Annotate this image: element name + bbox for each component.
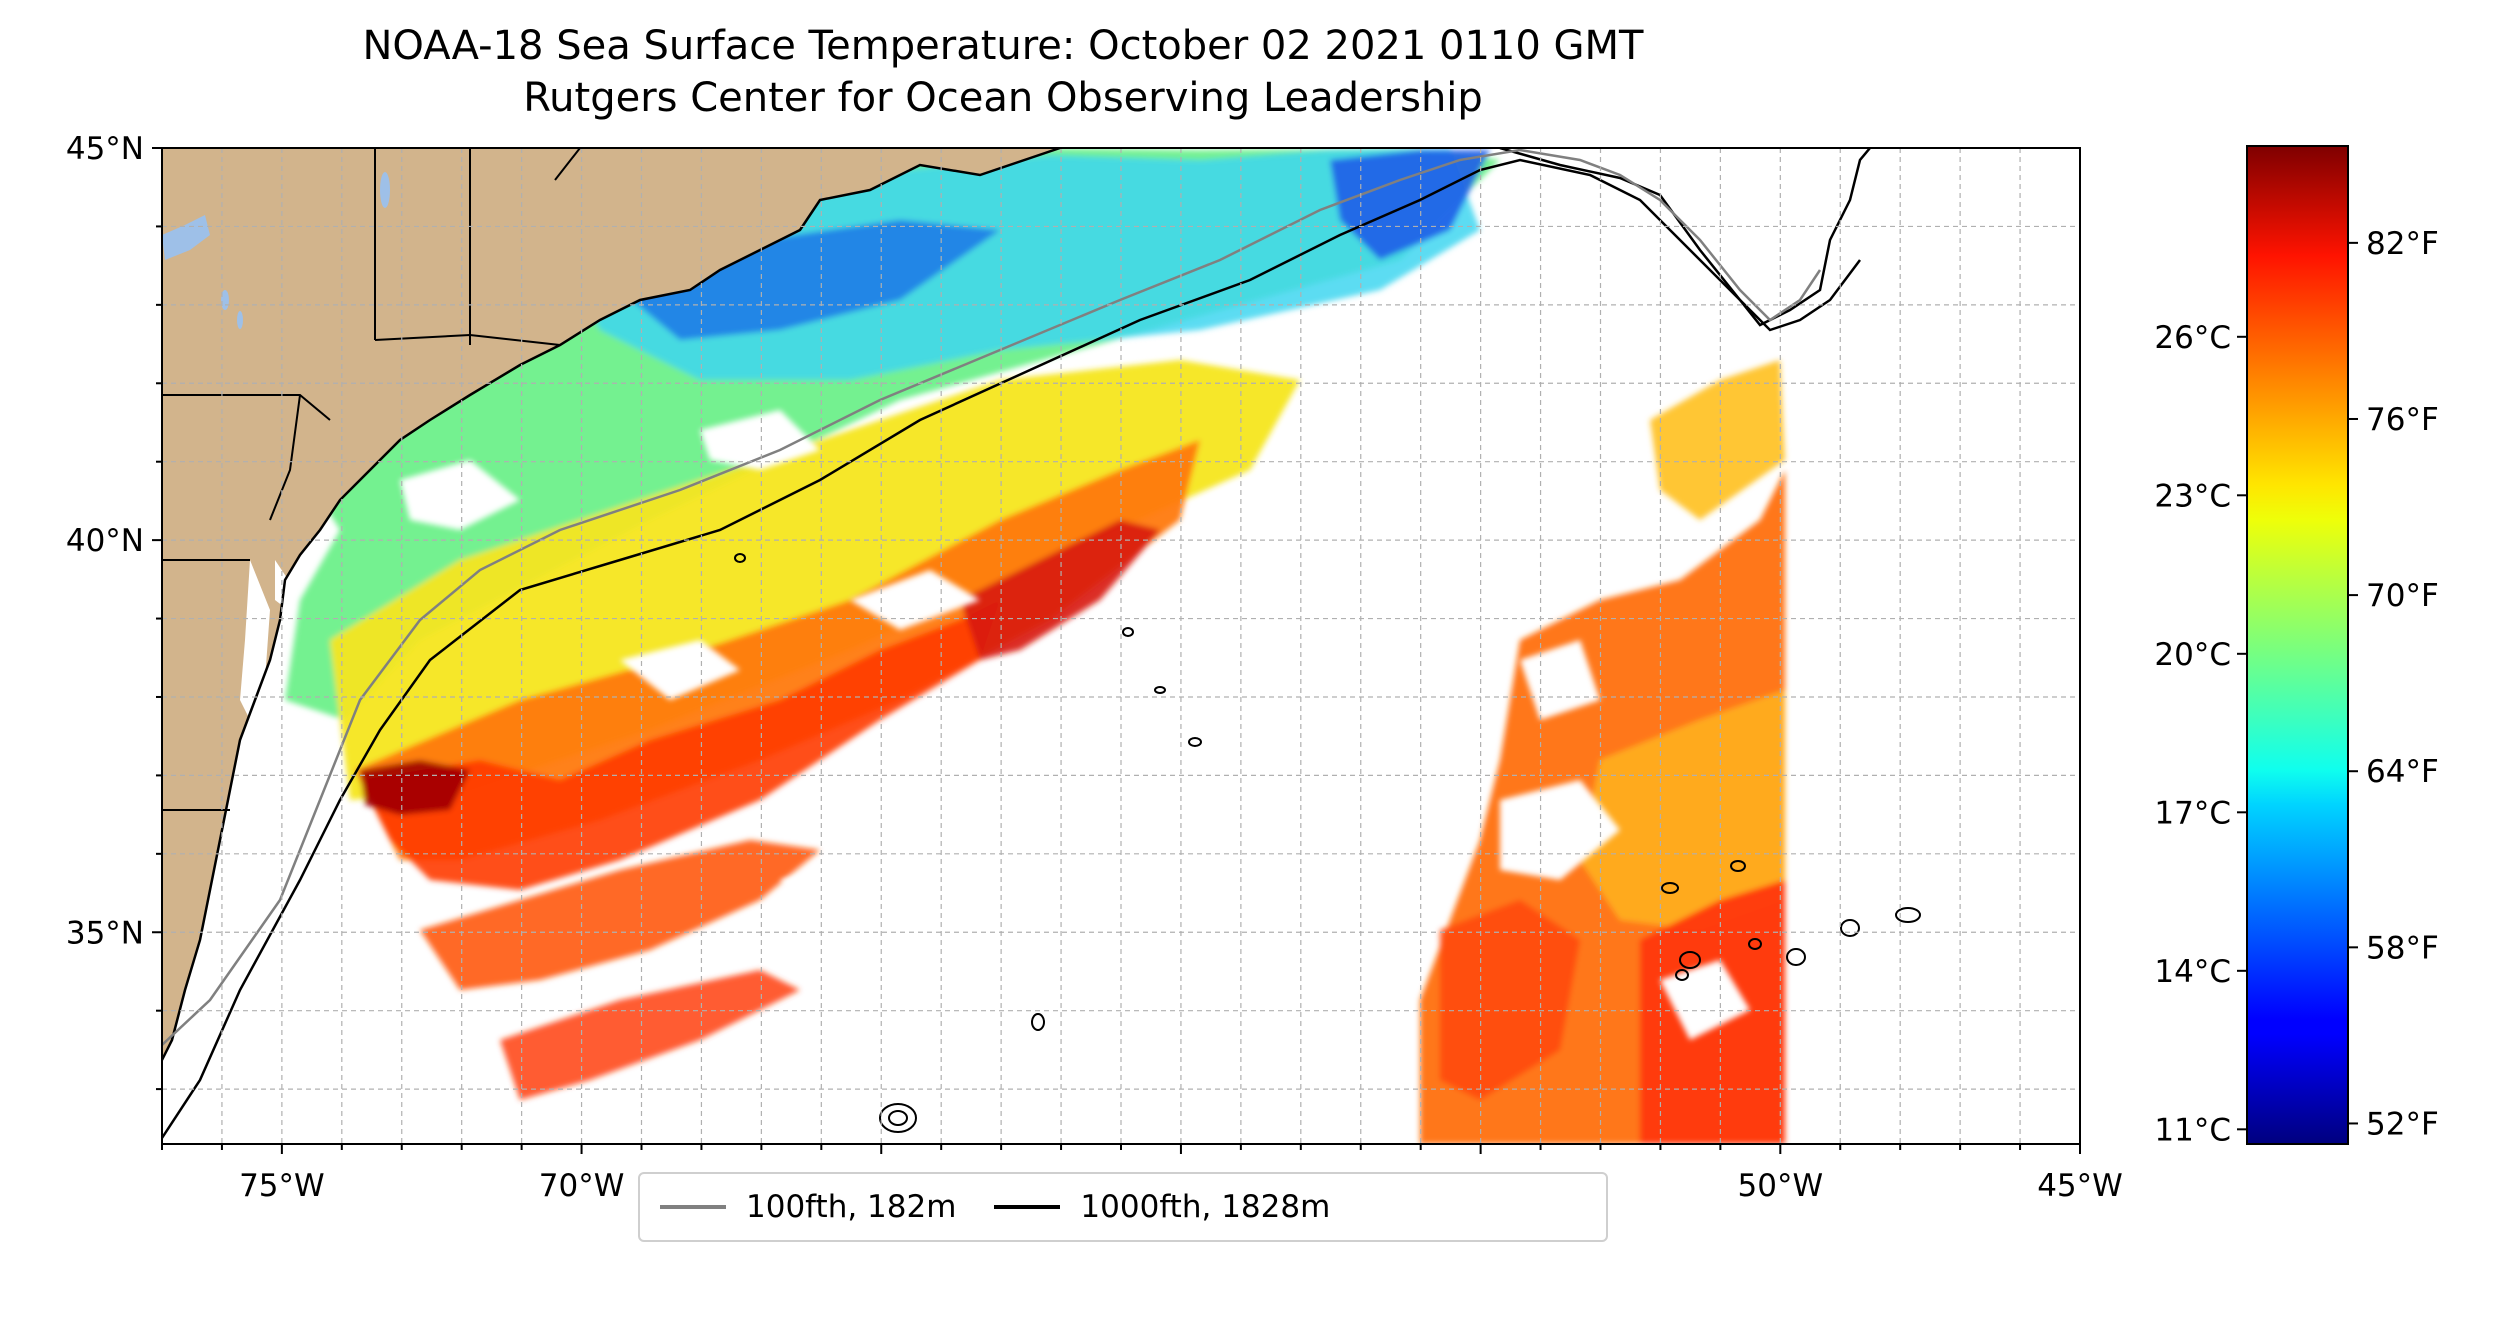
y-tick-label: 45°N [66, 131, 144, 167]
y-tick-label: 35°N [66, 915, 144, 951]
x-tick-label: 50°W [1738, 1168, 1824, 1204]
colorbar-c-label: 26°C [2154, 320, 2231, 356]
legend-label-100fth: 100fth, 182m [746, 1189, 957, 1225]
legend-line-gray [660, 1205, 726, 1209]
colorbar-c-label: 20°C [2154, 637, 2231, 673]
land-mass [162, 148, 1871, 1061]
x-tick-label: 75°W [239, 1168, 325, 1204]
map-plot-area [162, 148, 2080, 1144]
colorbar-f-label: 58°F [2366, 930, 2439, 966]
colorbar-f-label: 52°F [2366, 1106, 2439, 1142]
map-title: NOAA-18 Sea Surface Temperature: October… [0, 20, 2006, 124]
colorbar-c-label: 11°C [2154, 1112, 2231, 1148]
y-axis: 45°N 40°N 35°N [66, 131, 162, 1091]
colorbar-c-label: 14°C [2154, 954, 2231, 990]
legend-line-black [994, 1205, 1061, 1209]
x-tick-label: 45°W [2037, 1168, 2123, 1204]
colorbar-celsius-axis: 26°C 23°C 20°C 17°C 14°C 11°C [2154, 320, 2247, 1148]
seamount-contours [734, 553, 1921, 1133]
colorbar-c-label: 23°C [2154, 478, 2231, 514]
colorbar-fahrenheit-axis: 82°F 76°F 70°F 64°F 58°F 52°F [2348, 226, 2439, 1142]
map-gridlines [161, 147, 2081, 1144]
colorbar-f-label: 82°F [2366, 226, 2439, 262]
colorbar-f-label: 76°F [2366, 402, 2439, 438]
title-line-1: NOAA-18 Sea Surface Temperature: October… [362, 23, 1644, 69]
isobath-legend: 100fth, 182m 1000fth, 1828m [638, 1172, 1608, 1242]
legend-item-100fth: 100fth, 182m [660, 1189, 956, 1225]
x-tick-label: 70°W [539, 1168, 625, 1204]
colorbar-f-label: 64°F [2366, 754, 2439, 790]
isobath-100fth [162, 148, 1822, 1046]
legend-item-1000fth: 1000fth, 1828m [994, 1189, 1330, 1225]
title-line-2: Rutgers Center for Ocean Observing Leade… [523, 75, 1483, 121]
colorbar-gradient [2246, 145, 2349, 1145]
colorbar-f-label: 70°F [2366, 578, 2439, 614]
colorbar-c-label: 17°C [2154, 795, 2231, 831]
y-tick-label: 40°N [66, 523, 144, 559]
legend-label-1000fth: 1000fth, 1828m [1080, 1189, 1331, 1225]
isobath-1000fth [162, 158, 1861, 1139]
